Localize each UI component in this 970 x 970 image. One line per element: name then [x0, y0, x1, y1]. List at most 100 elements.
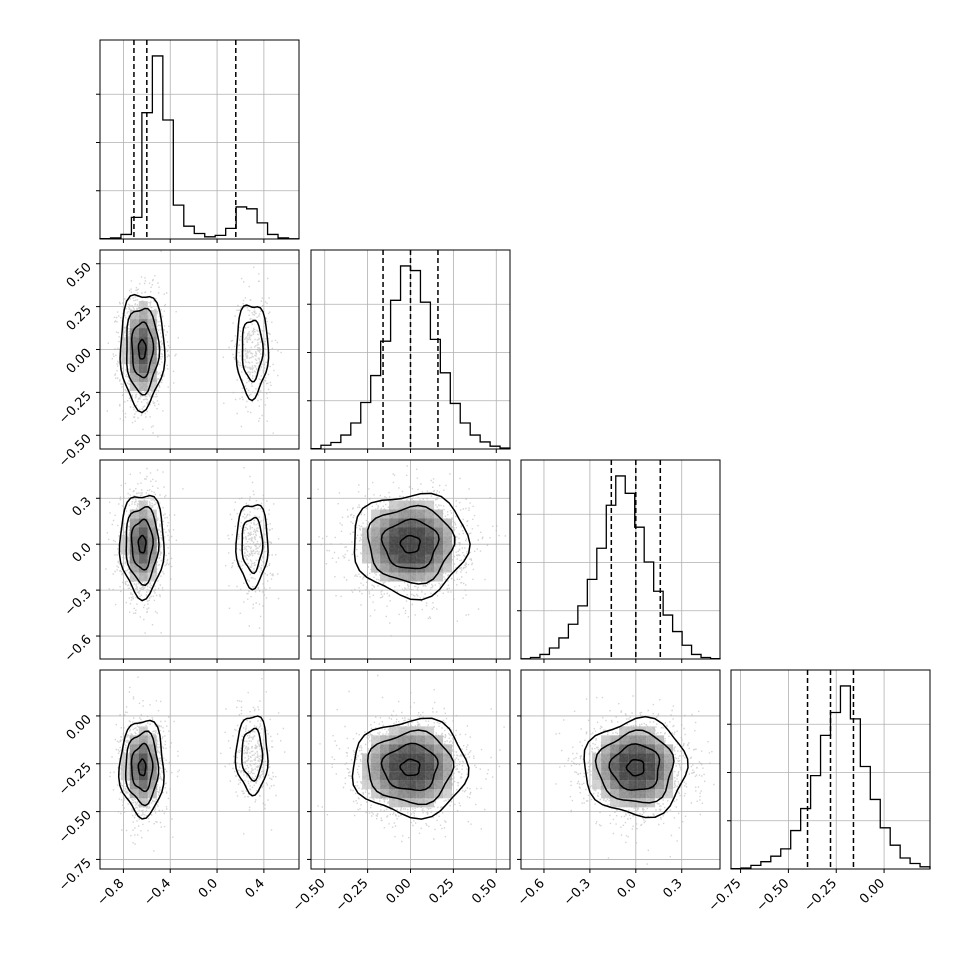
- density-cell: [443, 563, 453, 573]
- density-cell: [664, 762, 674, 772]
- density-cell: [147, 771, 157, 781]
- density-cell: [628, 780, 638, 790]
- density-cell: [425, 536, 435, 546]
- density-cell: [601, 762, 611, 772]
- density-cell: [371, 735, 381, 745]
- density-cell: [138, 364, 148, 374]
- contour-line: [594, 729, 675, 804]
- density-cell: [443, 527, 453, 537]
- y-tick-label: −0.25: [56, 760, 95, 799]
- density-cell: [416, 744, 426, 754]
- density-cell: [443, 780, 453, 790]
- density-cell: [138, 382, 148, 392]
- density-cell: [389, 536, 399, 546]
- density-cell: [371, 771, 381, 781]
- density-cell: [443, 554, 453, 564]
- y-tick-label: 0.50: [64, 260, 95, 291]
- density-cell: [416, 735, 426, 745]
- panel-background: [100, 40, 299, 239]
- density-cell: [371, 780, 381, 790]
- y-tick-label: −0.50: [56, 808, 95, 847]
- density-cell: [129, 789, 139, 799]
- density-cell: [628, 744, 638, 754]
- density-cell: [425, 545, 435, 555]
- x-tick-label: 0.0: [196, 876, 221, 901]
- panel-frame: [520, 669, 721, 870]
- histogram-step-line: [99, 55, 300, 240]
- contour-line: [353, 492, 471, 601]
- density-cell: [407, 500, 417, 510]
- density-cell: [610, 735, 620, 745]
- density-cell: [138, 789, 148, 799]
- density-content: [317, 460, 507, 637]
- density-cell: [129, 527, 139, 537]
- density-cell: [628, 735, 638, 745]
- density-cell: [416, 518, 426, 528]
- density-cell: [138, 527, 148, 537]
- density-cell: [601, 771, 611, 781]
- panel-frame: [730, 669, 931, 870]
- density-cell: [371, 789, 381, 799]
- density-cell: [138, 744, 148, 754]
- density-cell: [416, 572, 426, 582]
- y-tick-label: 0.25: [64, 303, 95, 334]
- density-cell: [138, 509, 148, 519]
- tick-group: [96, 93, 265, 243]
- density-cell: [380, 554, 390, 564]
- density-cell: [138, 346, 148, 356]
- tick-group: [307, 303, 497, 453]
- density-cell: [434, 753, 444, 763]
- density-cell: [129, 744, 139, 754]
- x-tick-label: −0.6: [515, 876, 548, 909]
- density-cell: [416, 527, 426, 537]
- contour-line: [126, 307, 161, 396]
- density-cell: [129, 735, 139, 745]
- panel-frame: [99, 669, 300, 870]
- density-panel: [310, 669, 511, 870]
- density-cell: [129, 753, 139, 763]
- density-cell: [443, 545, 453, 555]
- density-cell: [628, 753, 638, 763]
- density-cell: [362, 545, 372, 555]
- density-cell: [664, 780, 674, 790]
- contour-line: [118, 494, 165, 602]
- density-cell: [628, 789, 638, 799]
- contour-line: [137, 338, 147, 360]
- density-cell: [434, 527, 444, 537]
- density-cell: [646, 753, 656, 763]
- density-cell: [407, 536, 417, 546]
- density-cell: [371, 527, 381, 537]
- density-cell: [434, 735, 444, 745]
- density-cell: [138, 798, 148, 808]
- density-cell: [389, 563, 399, 573]
- density-cell: [129, 319, 139, 329]
- density-cell: [138, 572, 148, 582]
- density-cell: [619, 798, 629, 808]
- density-cell: [434, 762, 444, 772]
- density-cell: [138, 500, 148, 510]
- density-cell: [434, 563, 444, 573]
- density-cell: [147, 744, 157, 754]
- x-tick-label: 0.4: [243, 876, 268, 901]
- density-panel: [520, 669, 721, 870]
- density-cell: [389, 735, 399, 745]
- density-cell: [434, 744, 444, 754]
- y-tick-label: 0.0: [70, 540, 95, 565]
- density-cell: [371, 762, 381, 772]
- contour-line: [130, 321, 155, 379]
- density-cell: [398, 536, 408, 546]
- density-cell: [147, 364, 157, 374]
- density-panel: [99, 249, 300, 450]
- density-cell: [610, 780, 620, 790]
- density-cell: [362, 554, 372, 564]
- y-tick-label: −0.75: [56, 856, 95, 895]
- density-cell: [434, 518, 444, 528]
- density-cell: [443, 753, 453, 763]
- density-cell: [398, 726, 408, 736]
- density-cell: [619, 726, 629, 736]
- density-cell: [601, 789, 611, 799]
- x-tick-label: −0.25: [333, 876, 372, 915]
- density-cell: [664, 771, 674, 781]
- density-cell: [398, 798, 408, 808]
- density-content: [317, 674, 505, 843]
